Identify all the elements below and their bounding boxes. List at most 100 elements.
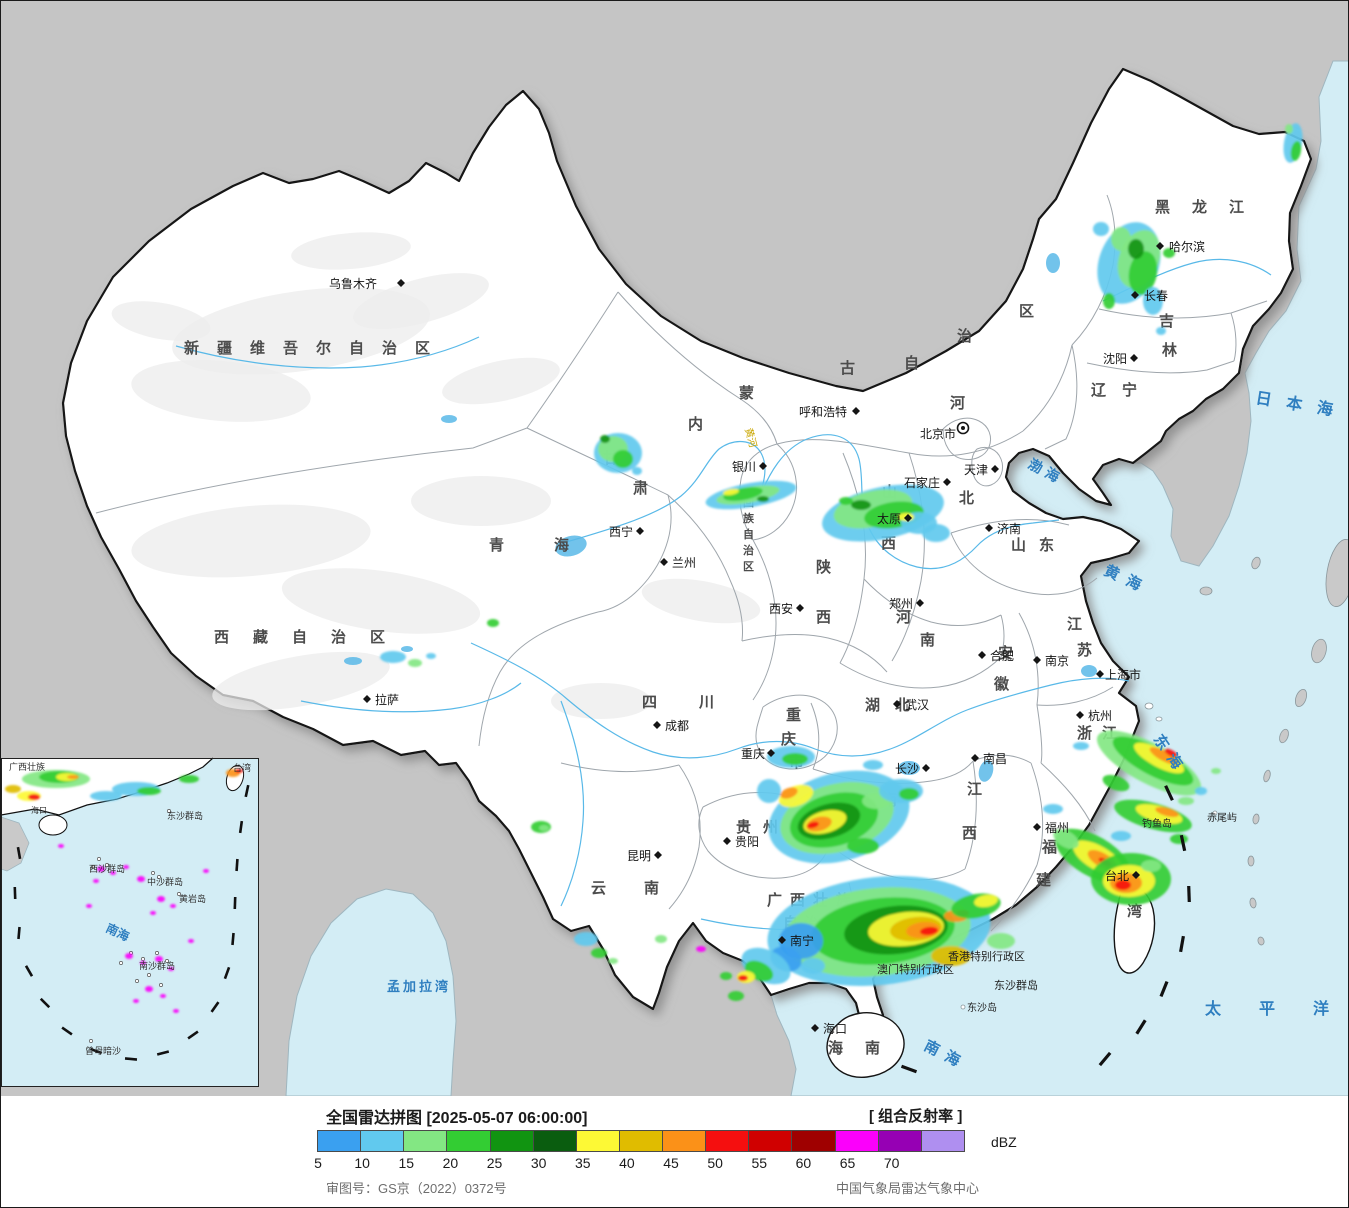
province-label: 徽 (993, 675, 1010, 693)
inset-island-dot (167, 809, 171, 813)
inset-boundary-dash (235, 858, 239, 872)
radar-echo (720, 972, 732, 980)
legend-cell (360, 1130, 405, 1152)
city-label: 乌鲁木齐 (329, 276, 377, 291)
inset-label: 南沙群岛 (139, 960, 175, 971)
inset-island-dot (165, 959, 169, 963)
radar-echo (1178, 797, 1194, 805)
inset-label: 海口 (31, 805, 47, 815)
province-label: 内 (688, 415, 703, 433)
province-border (597, 494, 672, 613)
radar-echo (608, 958, 618, 964)
small-island (1247, 855, 1255, 867)
map-annotation-label: 澳门特别行政区 (877, 962, 954, 976)
product-name: [ 组合反射率 ] (869, 1108, 963, 1125)
legend-cell (705, 1130, 750, 1152)
province-border (950, 519, 1070, 534)
radar-echo (203, 869, 209, 873)
province-border (863, 578, 1002, 627)
legend-tick: 60 (795, 1155, 812, 1171)
legend-cell (446, 1130, 491, 1152)
province-border (839, 656, 1002, 689)
inset-boundary-dash (39, 997, 51, 1009)
legend-tick: 25 (486, 1155, 503, 1171)
inset-island-dot (89, 1039, 93, 1043)
province-border (478, 611, 599, 747)
province-border (839, 452, 866, 664)
radar-echo (1135, 804, 1183, 824)
radar-echo (1290, 141, 1302, 161)
city-label: 长春 (1144, 289, 1168, 303)
city-marker (796, 604, 804, 612)
radar-echo (168, 967, 174, 971)
inset-label: 台湾 (233, 762, 251, 773)
province-label: 福 (1041, 838, 1057, 856)
small-island (1263, 769, 1271, 783)
legend-cell (618, 1130, 663, 1152)
province-border (1000, 614, 1005, 658)
legend-tick: 45 (663, 1155, 679, 1171)
small-island (1279, 728, 1289, 744)
radar-echo (655, 935, 667, 943)
province-label: 区 (1019, 303, 1034, 320)
terrain-blob (551, 683, 651, 719)
small-island (1294, 688, 1308, 708)
radar-echo (738, 975, 748, 981)
province-label: 治 (957, 327, 972, 345)
inset-boundary-dash (210, 1001, 220, 1013)
radar-echo (920, 926, 938, 936)
inset-boundary-dash (187, 1030, 199, 1040)
radar-echo (1149, 747, 1179, 765)
radar-echo (1111, 227, 1131, 251)
radar-echo (780, 787, 798, 799)
inset-hainan (38, 814, 68, 836)
province-label: 黑龙江 (1155, 198, 1266, 216)
province-border (990, 864, 1038, 932)
legend-tick: 5 (314, 1155, 322, 1171)
city-marker (1096, 670, 1104, 678)
city-label: 成都 (665, 719, 689, 733)
radar-echo (839, 497, 853, 505)
province-border (752, 539, 777, 701)
province-label: 建 (1036, 871, 1052, 889)
river (560, 700, 585, 907)
radar-echo (807, 821, 819, 829)
province-label: 湖北 (865, 697, 925, 714)
terrain-blob (411, 476, 551, 526)
province-border (1098, 300, 1268, 319)
city-label: 济南 (997, 521, 1021, 536)
inset-island-dot (155, 951, 159, 955)
inset-island-dot (157, 875, 161, 879)
terrain-shading (111, 232, 761, 719)
city-marker (654, 851, 662, 859)
radar-echo (1141, 860, 1161, 872)
small-island (1311, 638, 1327, 664)
city-label: 长沙 (895, 762, 919, 776)
radar-echo (1164, 748, 1178, 758)
river (562, 441, 766, 544)
province-border (776, 430, 1024, 457)
boundary-dash (1187, 885, 1191, 903)
inset-island-dot (135, 979, 139, 983)
terrain-blob (281, 568, 481, 634)
radar-echo (1285, 124, 1293, 134)
radar-echo (150, 911, 156, 915)
legend-cell (920, 1130, 965, 1152)
city-marker (660, 558, 668, 566)
legend-cell (662, 1130, 707, 1152)
radar-echo (380, 651, 406, 663)
legend-tick: 55 (751, 1155, 768, 1171)
legend-tick: 15 (398, 1155, 415, 1171)
city-label: 南京 (1045, 653, 1069, 668)
radar-echo (93, 879, 99, 883)
province-border (971, 446, 1004, 487)
inset-island-dot (97, 857, 101, 861)
radar-echo (1156, 327, 1166, 335)
inset-label: 中沙群岛 (147, 876, 183, 887)
province-label: 西藏自治区 (214, 628, 409, 646)
map-annotation-label: 香港特别行政区 (948, 949, 1025, 963)
lake (344, 657, 362, 665)
radar-echo (1103, 293, 1115, 309)
province-border (1036, 686, 1114, 706)
